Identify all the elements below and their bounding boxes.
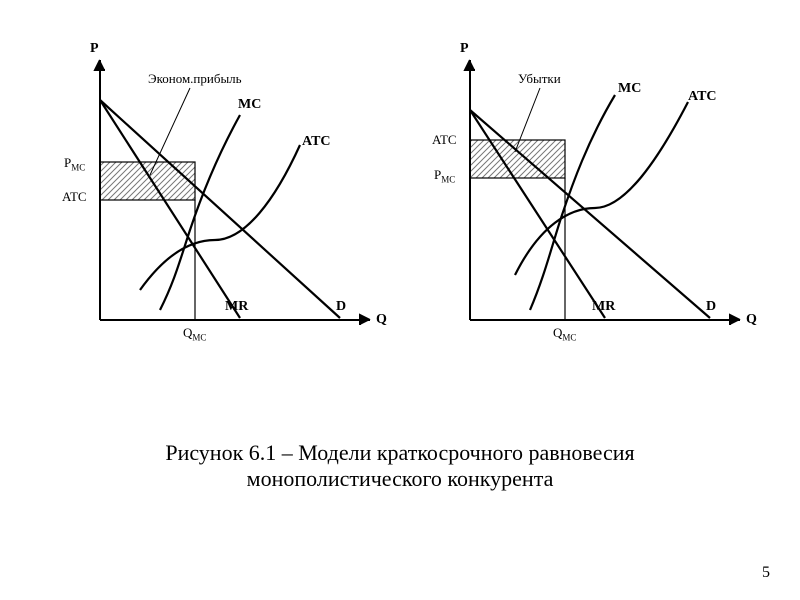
profit-annotation: Эконом.прибыль [148, 72, 242, 85]
mc-label: MC [618, 82, 641, 96]
atc-label: ATC [688, 90, 717, 104]
chart-profit: P Q Эконом.прибыль MC ATC MR D PMC ATC Q… [40, 40, 390, 370]
axis-p-label: P [460, 42, 469, 56]
pmc-tick: PMC [434, 168, 455, 185]
d-label: D [336, 300, 346, 314]
chart-profit-svg [40, 40, 390, 370]
profit-region [100, 162, 195, 200]
atc-label: ATC [302, 135, 331, 149]
mc-curve [530, 95, 615, 310]
charts-row: P Q Эконом.прибыль MC ATC MR D PMC ATC Q… [40, 40, 760, 370]
axis-q-label: Q [376, 313, 387, 327]
page: P Q Эконом.прибыль MC ATC MR D PMC ATC Q… [0, 0, 800, 600]
caption-line-1: Рисунок 6.1 – Модели краткосрочного равн… [165, 440, 634, 465]
d-label: D [706, 300, 716, 314]
atc-tick: ATC [62, 190, 87, 203]
page-number: 5 [762, 564, 770, 582]
figure-caption: Рисунок 6.1 – Модели краткосрочного равн… [0, 440, 800, 492]
mr-label: MR [592, 300, 615, 314]
loss-annotation: Убытки [518, 72, 561, 85]
atc-curve [515, 102, 688, 275]
mr-label: MR [225, 300, 248, 314]
atc-tick: ATC [432, 133, 457, 146]
caption-line-2: монополистического конкурента [247, 466, 554, 491]
mc-label: MC [238, 98, 261, 112]
qmc-tick: QMC [183, 326, 206, 343]
chart-loss: P Q Убытки MC ATC MR D ATC PMC QMC [410, 40, 760, 370]
qmc-tick: QMC [553, 326, 576, 343]
axis-p-label: P [90, 42, 99, 56]
pmc-tick: PMC [64, 156, 85, 173]
axis-q-label: Q [746, 313, 757, 327]
